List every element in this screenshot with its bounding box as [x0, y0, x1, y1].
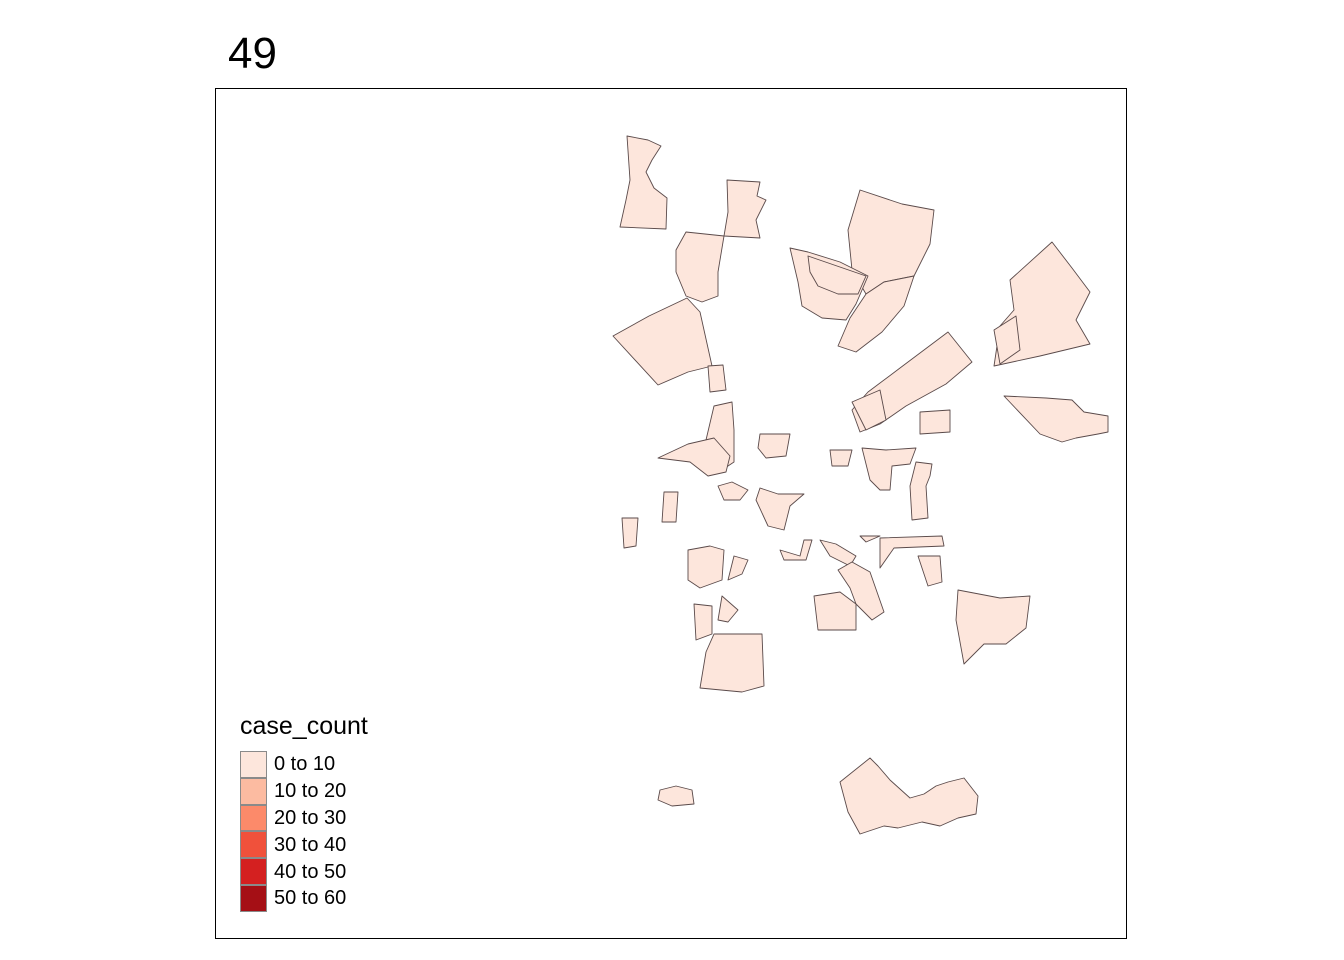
legend-label: 10 to 20	[274, 780, 347, 803]
legend-label: 0 to 10	[274, 753, 336, 776]
map-region	[837, 275, 915, 353]
map-region	[657, 437, 731, 477]
legend-swatch	[240, 858, 267, 885]
map-region	[757, 433, 791, 459]
map-title: 49	[228, 29, 277, 78]
map-region	[723, 179, 767, 239]
legend-item: 0 to 10	[240, 751, 368, 778]
map-region	[993, 315, 1021, 365]
legend-label: 20 to 30	[274, 806, 347, 829]
map-region	[909, 461, 933, 521]
map-region	[859, 535, 881, 543]
map-region	[861, 447, 917, 491]
legend-item: 20 to 30	[240, 804, 368, 832]
map-region	[829, 449, 853, 467]
map-region	[661, 491, 679, 523]
map-frame	[215, 88, 1127, 939]
map-region	[707, 364, 727, 393]
map-region	[621, 517, 639, 549]
map-region	[727, 555, 749, 581]
map-region	[699, 633, 765, 693]
map-region	[879, 535, 945, 569]
legend-items: 0 to 10 10 to 20 20 to 30 30 to 40 40 to 50 5…	[240, 751, 368, 912]
legend-label: 50 to 60	[274, 887, 347, 910]
map-region	[755, 487, 805, 531]
legend-swatch	[240, 804, 267, 832]
map-regions	[612, 135, 1109, 835]
legend-label: 30 to 40	[274, 833, 347, 856]
legend-swatch	[240, 884, 267, 912]
legend-label: 40 to 50	[274, 860, 347, 883]
map-region	[917, 555, 943, 587]
map-region	[693, 603, 713, 641]
map-region	[687, 545, 725, 589]
legend: case_count 0 to 10 10 to 20 20 to 30 30 to …	[240, 710, 368, 912]
map-region	[819, 539, 857, 567]
legend-swatch	[240, 777, 267, 805]
map-region	[955, 589, 1031, 665]
map-region	[675, 231, 725, 303]
map-region	[919, 409, 951, 435]
map-region	[619, 135, 668, 230]
map-region	[807, 255, 867, 295]
legend-item: 50 to 60	[240, 884, 368, 912]
map-region	[717, 481, 749, 501]
map-region	[657, 785, 695, 807]
legend-item: 40 to 50	[240, 858, 368, 885]
map-region	[837, 561, 885, 621]
map-region	[1003, 395, 1109, 443]
legend-swatch	[240, 751, 267, 778]
map-region	[612, 297, 713, 386]
legend-item: 30 to 40	[240, 831, 368, 859]
legend-swatch	[240, 831, 267, 859]
legend-title: case_count	[240, 712, 368, 740]
map-region	[813, 591, 857, 631]
map-region	[839, 757, 979, 835]
map-region	[779, 539, 813, 561]
map-region	[717, 595, 739, 623]
map-region	[851, 389, 887, 431]
legend-item: 10 to 20	[240, 777, 368, 805]
